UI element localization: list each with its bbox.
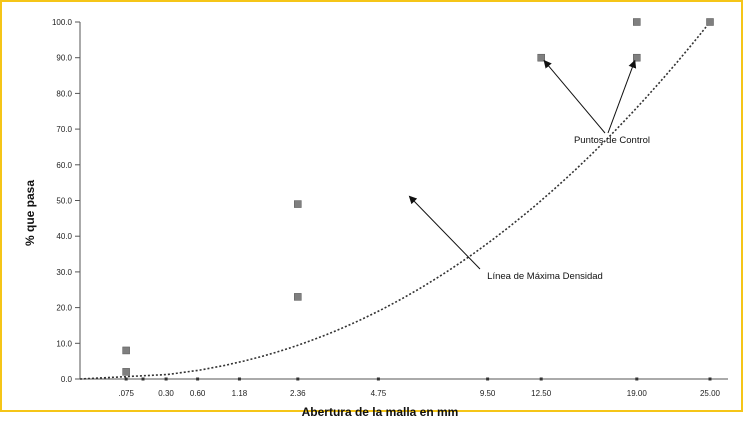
control-points-arrow — [543, 59, 606, 134]
x-tick — [708, 377, 712, 381]
annotation-layer: Puntos de Control Línea de Máxima Densida… — [408, 59, 650, 282]
control-point-marker — [294, 293, 302, 301]
max-density-arrow — [408, 195, 481, 270]
y-tick-label: 0.0 — [61, 375, 73, 384]
y-tick-label: 90.0 — [56, 54, 72, 63]
control-points-arrow — [607, 59, 637, 134]
control-points-label: Puntos de Control — [574, 135, 650, 146]
x-tick-label: 0.30 — [158, 389, 174, 398]
control-point-marker — [706, 18, 714, 26]
x-tick — [124, 377, 128, 381]
control-point-marker — [537, 53, 545, 62]
x-tick — [296, 377, 300, 381]
y-tick-label: 60.0 — [56, 161, 72, 170]
x-tick-label: 2.36 — [290, 389, 306, 398]
x-tick — [237, 377, 241, 381]
control-point-marker — [294, 200, 302, 208]
x-tick — [539, 377, 543, 381]
y-tick-label: 40.0 — [56, 232, 72, 241]
y-tick-label: 80.0 — [56, 89, 72, 98]
x-tick-label: 1.18 — [232, 389, 248, 398]
x-tick — [196, 377, 200, 381]
control-point-marker — [633, 53, 641, 62]
axes: 0.0 10.0 20.0 30.0 40.0 50.0 60.0 70.0 80.0 90.0 1… — [52, 18, 728, 398]
x-tick-label: 25.00 — [700, 389, 721, 398]
x-tick-label: .075 — [118, 389, 134, 398]
x-tick-label: 9.50 — [480, 389, 496, 398]
line-layer — [79, 21, 711, 380]
y-tick-label: 20.0 — [56, 304, 72, 313]
y-tick-label: 70.0 — [56, 125, 72, 134]
x-tick — [486, 377, 490, 381]
max-density-label: Línea de Máxima Densidad — [487, 271, 603, 282]
x-tick — [164, 377, 168, 381]
x-tick — [635, 377, 639, 381]
y-tick-label: 10.0 — [56, 339, 72, 348]
control-point-marker — [633, 18, 641, 26]
chart-border — [0, 0, 743, 412]
x-tick-label: 12.50 — [531, 389, 552, 398]
max-density-line — [79, 21, 711, 380]
x-tick-label: 4.75 — [371, 389, 387, 398]
y-tick-label: 100.0 — [52, 18, 73, 27]
marker-layer — [122, 18, 714, 376]
control-point-marker — [122, 368, 130, 376]
y-tick-label: 30.0 — [56, 268, 72, 277]
y-axis-title: % que pasa — [23, 180, 37, 246]
x-tick — [141, 377, 145, 381]
y-tick-label: 50.0 — [56, 197, 72, 206]
x-tick — [376, 377, 380, 381]
control-point-marker — [122, 346, 130, 355]
x-axis-title: Abertura de la malla en mm — [302, 405, 459, 419]
x-tick-label: 19.00 — [627, 389, 648, 398]
x-tick-label: 0.60 — [190, 389, 206, 398]
